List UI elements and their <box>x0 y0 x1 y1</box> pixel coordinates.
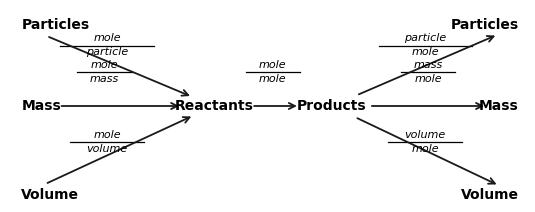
Text: mole: mole <box>411 47 439 57</box>
Text: volume: volume <box>86 144 128 153</box>
Text: Particles: Particles <box>451 18 519 32</box>
Text: mass: mass <box>414 60 442 70</box>
Text: Mass: Mass <box>21 99 61 113</box>
Text: Volume: Volume <box>461 188 519 202</box>
Text: Particles: Particles <box>21 18 89 32</box>
Text: particle: particle <box>404 33 446 43</box>
Text: mole: mole <box>259 74 287 84</box>
Text: mole: mole <box>411 144 439 153</box>
Text: Products: Products <box>297 99 366 113</box>
Text: mole: mole <box>93 130 121 140</box>
Text: volume: volume <box>404 130 446 140</box>
Text: Mass: Mass <box>479 99 519 113</box>
Text: particle: particle <box>86 47 128 57</box>
Text: mass: mass <box>90 74 119 84</box>
Text: mole: mole <box>93 33 121 43</box>
Text: mole: mole <box>90 60 118 70</box>
Text: mole: mole <box>259 60 287 70</box>
Text: Volume: Volume <box>21 188 79 202</box>
Text: mole: mole <box>414 74 442 84</box>
Text: Reactants: Reactants <box>174 99 254 113</box>
